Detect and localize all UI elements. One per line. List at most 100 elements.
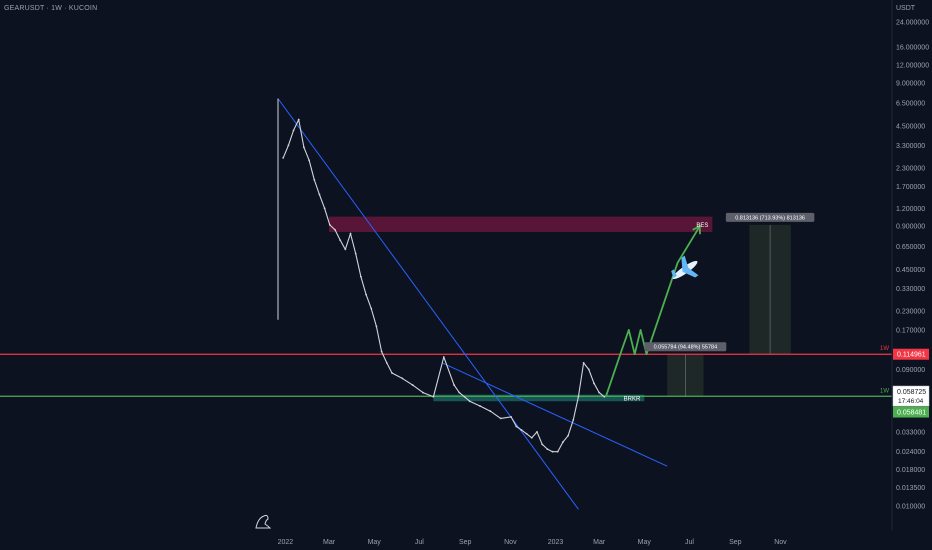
- price-badge-green: [893, 406, 929, 418]
- dinosaur-outline: [255, 514, 272, 529]
- price-point: [432, 395, 435, 398]
- symbol-title[interactable]: GEARUSDT · 1W · KUCOIN: [4, 5, 98, 12]
- x-tick-label: May: [638, 539, 652, 546]
- price-point: [587, 368, 590, 371]
- measure-label-bg: [644, 342, 727, 352]
- y-tick-label: 16.000000: [896, 45, 929, 52]
- last-price-text: 0.058725: [897, 389, 926, 396]
- price-point: [365, 293, 367, 296]
- price-point: [536, 430, 538, 433]
- price-point: [530, 436, 533, 439]
- y-tick-label: 1.200000: [896, 206, 925, 213]
- price-point: [323, 207, 326, 210]
- price-badge-red-text: 0.114961: [897, 352, 926, 359]
- y-tick-label: 12.000000: [896, 63, 929, 70]
- y-tick-label: 0.018000: [896, 467, 925, 474]
- projection-arrowhead: [692, 224, 701, 235]
- y-tick-label: 0.900000: [896, 224, 925, 231]
- airplane-wing: [682, 267, 699, 278]
- price-line: [282, 119, 605, 453]
- measure-label-bg: [725, 212, 815, 222]
- y-tick-label: 24.000000: [896, 20, 929, 27]
- y-tick-label: 6.500000: [896, 101, 925, 108]
- y-tick-label: 0.033000: [896, 429, 925, 436]
- x-tick-label: 2023: [548, 539, 564, 546]
- price-point: [370, 307, 373, 310]
- x-tick-label: 2022: [278, 539, 294, 546]
- x-tick-label: May: [368, 539, 382, 546]
- x-tick-label: Mar: [593, 539, 606, 546]
- price-point: [303, 146, 305, 149]
- zone-label: BRKR: [624, 396, 641, 402]
- y-tick-label: 0.450000: [896, 267, 925, 274]
- price-point: [582, 361, 585, 364]
- price-point: [468, 400, 471, 403]
- countdown-text: 17:46:04: [898, 398, 924, 405]
- price-point: [287, 144, 290, 147]
- y-tick-label: 0.170000: [896, 327, 925, 334]
- price-point: [458, 391, 461, 394]
- measure-label: 0.813136 (713.93%) 813136: [735, 215, 805, 221]
- y-tick-label: 0.230000: [896, 309, 925, 316]
- price-point: [422, 391, 424, 394]
- x-tick-label: Jul: [685, 539, 694, 546]
- price-point: [292, 129, 295, 132]
- price-point: [313, 178, 316, 181]
- x-tick-label: Nov: [504, 539, 517, 546]
- last-price-badge: [892, 385, 930, 407]
- price-point: [546, 448, 549, 451]
- y-tick-label: 0.024000: [896, 449, 925, 456]
- y-tick-label: 0.330000: [896, 286, 925, 293]
- price-point: [339, 239, 342, 242]
- level-tag: 1W: [880, 346, 889, 352]
- level-tag: 1W: [880, 388, 889, 394]
- y-tick-label: 0.650000: [896, 244, 925, 251]
- price-point: [344, 248, 347, 251]
- x-tick-label: Nov: [774, 539, 787, 546]
- price-point: [375, 325, 378, 328]
- price-point: [510, 415, 512, 418]
- price-point: [442, 356, 445, 358]
- price-point: [489, 410, 492, 413]
- dinosaur-logo-icon: [255, 514, 272, 529]
- zone-bes: [329, 216, 713, 233]
- y-tick-label: 0.013500: [896, 485, 925, 492]
- price-point: [391, 372, 393, 374]
- trendline: [442, 362, 668, 467]
- y-tick-label: 1.700000: [896, 184, 925, 191]
- price-point: [318, 193, 321, 196]
- x-tick-label: Sep: [729, 539, 742, 546]
- price-point: [479, 405, 481, 407]
- price-badge-green-text: 0.058481: [897, 410, 926, 417]
- airplane-wing: [681, 255, 689, 272]
- y-tick-label: 0.010000: [896, 504, 925, 511]
- price-axis: [892, 0, 932, 550]
- y-tick-label: 4.500000: [896, 124, 925, 131]
- x-tick-label: Sep: [459, 539, 472, 546]
- price-point: [411, 384, 414, 386]
- price-point: [334, 228, 336, 231]
- price-point: [577, 395, 580, 398]
- airplane-tail: [671, 269, 677, 279]
- price-point: [525, 432, 528, 435]
- price-point: [598, 391, 601, 394]
- y-tick-label: 3.300000: [896, 143, 925, 150]
- price-point: [297, 118, 300, 121]
- projection-path: [604, 225, 701, 398]
- price-point: [359, 275, 362, 278]
- trendline: [277, 98, 579, 510]
- currency-label: USDT: [896, 5, 916, 12]
- x-tick-label: Jul: [415, 539, 424, 546]
- price-point: [551, 450, 554, 453]
- price-point: [515, 425, 518, 428]
- price-point: [385, 361, 388, 364]
- zone-brkr: [433, 394, 645, 402]
- price-point: [282, 156, 285, 159]
- price-badge-red: [893, 348, 929, 360]
- y-tick-label: 9.000000: [896, 81, 925, 88]
- y-tick-label: 2.300000: [896, 165, 925, 172]
- price-point: [593, 382, 595, 385]
- price-point: [541, 443, 544, 446]
